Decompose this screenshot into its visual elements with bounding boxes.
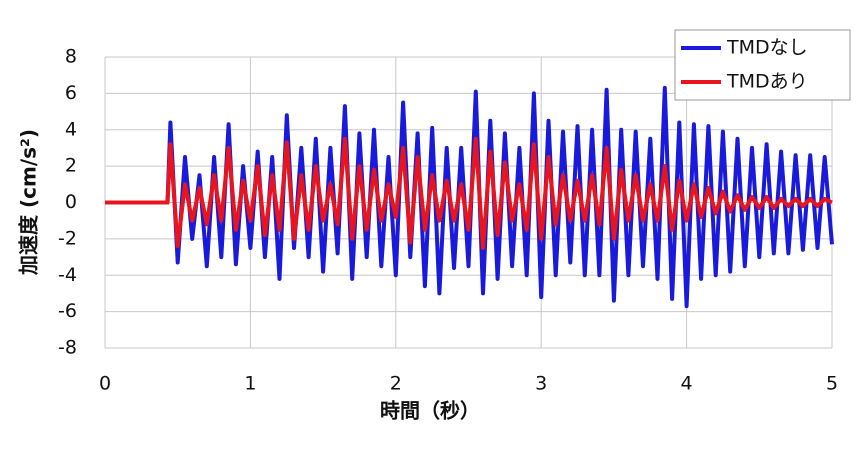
y-tick-label: -4 [58, 264, 77, 286]
y-tick-label: 2 [65, 155, 77, 177]
y-tick-label: 4 [65, 118, 77, 140]
y-tick-label: 6 [65, 82, 77, 104]
x-tick-label: 0 [99, 373, 111, 395]
y-tick-label: -2 [58, 227, 77, 249]
y-tick-label: 0 [65, 191, 77, 213]
x-tick-label: 2 [390, 373, 402, 395]
x-tick-label: 5 [826, 373, 838, 395]
legend-box [674, 29, 851, 101]
y-tick-label: -8 [58, 337, 77, 359]
x-tick-label: 1 [244, 373, 256, 395]
legend-label: TMDあり [726, 71, 808, 93]
y-tick-label: 8 [65, 46, 77, 68]
x-axis-title: 時間（秒） [380, 399, 480, 423]
legend-label: TMDなし [726, 37, 808, 59]
x-tick-label: 3 [535, 373, 547, 395]
series-line [105, 136, 833, 250]
x-tick-label: 4 [681, 373, 693, 395]
y-axis-title: 加速度 (cm/s²) [17, 129, 41, 276]
y-tick-label: -6 [58, 300, 77, 322]
